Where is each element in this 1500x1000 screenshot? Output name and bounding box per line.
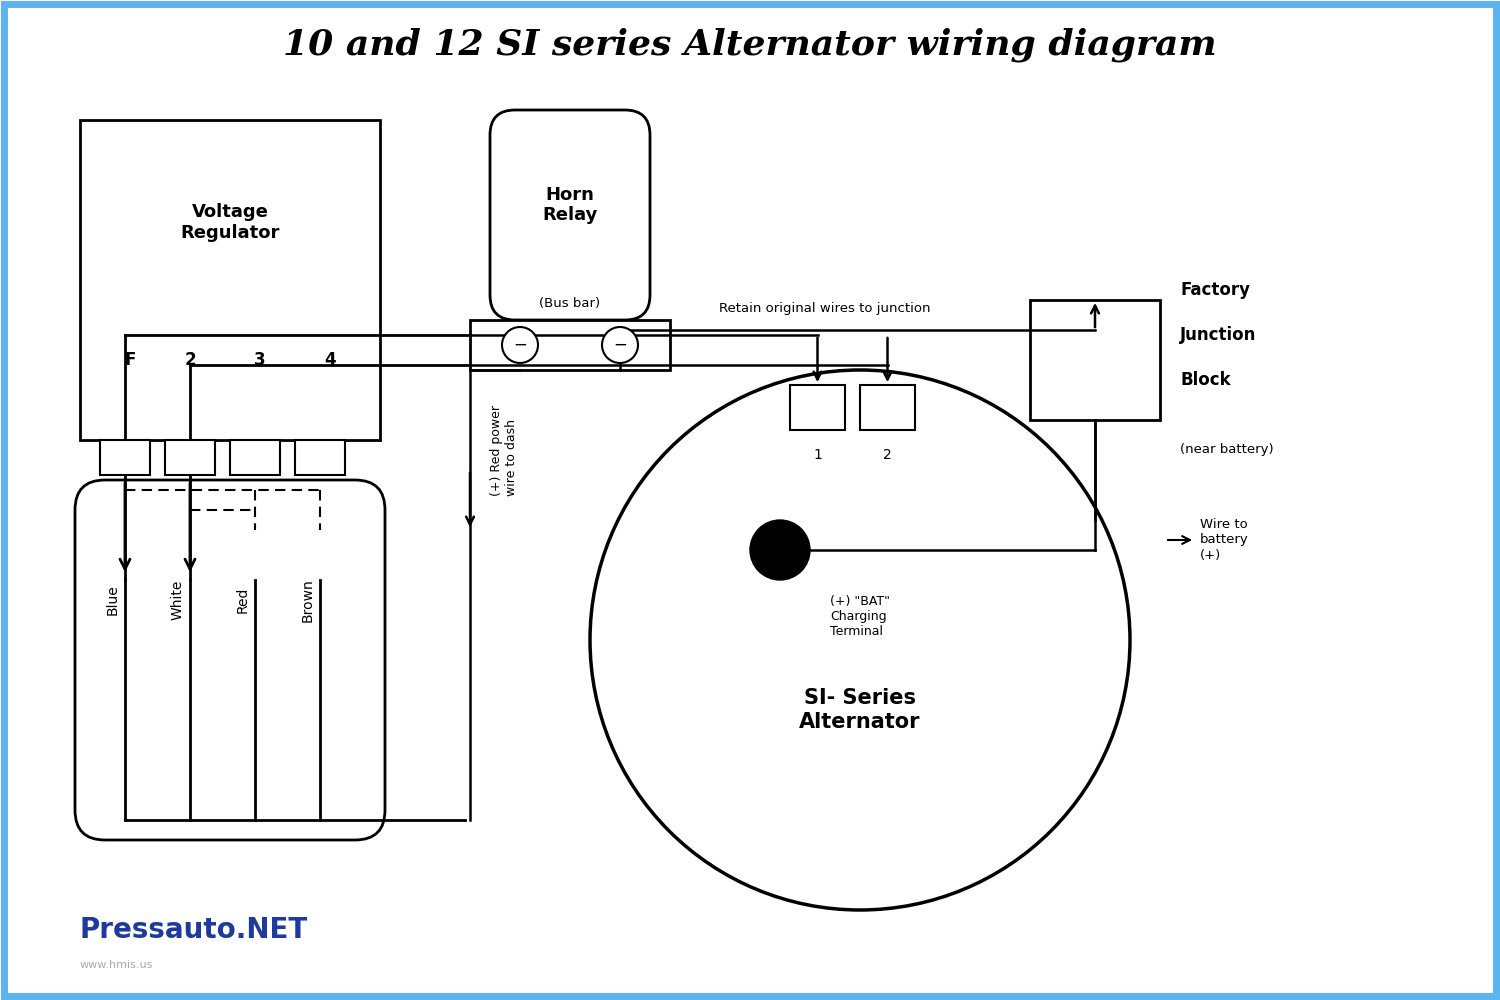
Bar (230, 440, 280, 475)
Text: 2: 2 (884, 448, 892, 462)
Bar (1030, 300, 1160, 420)
Bar (790, 385, 844, 430)
Text: Wire to
battery
(+): Wire to battery (+) (1200, 518, 1248, 562)
Bar (80, 120, 380, 440)
Bar (100, 440, 150, 475)
Text: Voltage
Regulator: Voltage Regulator (180, 203, 279, 242)
Text: F: F (124, 351, 135, 369)
Text: 1: 1 (813, 448, 822, 462)
Text: 4: 4 (324, 351, 336, 369)
Text: Brown: Brown (302, 578, 315, 622)
FancyBboxPatch shape (490, 110, 650, 320)
Circle shape (750, 520, 810, 580)
Text: Horn
Relay: Horn Relay (543, 186, 597, 224)
Text: White: White (171, 580, 184, 620)
Text: (+) "BAT"
Charging
Terminal: (+) "BAT" Charging Terminal (830, 595, 890, 638)
Text: Junction: Junction (1180, 326, 1257, 344)
Text: −: − (513, 336, 526, 354)
Circle shape (602, 327, 638, 363)
Circle shape (590, 370, 1130, 910)
Text: Factory: Factory (1180, 281, 1250, 299)
Text: (+) Red power
wire to dash: (+) Red power wire to dash (490, 404, 517, 495)
Text: 3: 3 (254, 351, 266, 369)
Bar (296, 440, 345, 475)
Text: Red: Red (236, 587, 250, 613)
Bar (859, 385, 915, 430)
Text: Retain original wires to junction: Retain original wires to junction (720, 302, 930, 315)
Text: SI- Series
Alternator: SI- Series Alternator (800, 688, 921, 732)
Bar (470, 320, 670, 370)
Text: www.hmis.us: www.hmis.us (80, 960, 153, 970)
Text: Pressauto.NET: Pressauto.NET (80, 916, 309, 944)
Text: 2: 2 (184, 351, 196, 369)
Text: (near battery): (near battery) (1180, 444, 1274, 456)
Bar (165, 440, 214, 475)
Circle shape (503, 327, 538, 363)
Text: (Bus bar): (Bus bar) (540, 297, 600, 310)
Text: −: − (614, 336, 627, 354)
Text: Block: Block (1180, 371, 1230, 389)
Text: Blue: Blue (106, 585, 120, 615)
Text: 10 and 12 SI series Alternator wiring diagram: 10 and 12 SI series Alternator wiring di… (284, 28, 1216, 62)
